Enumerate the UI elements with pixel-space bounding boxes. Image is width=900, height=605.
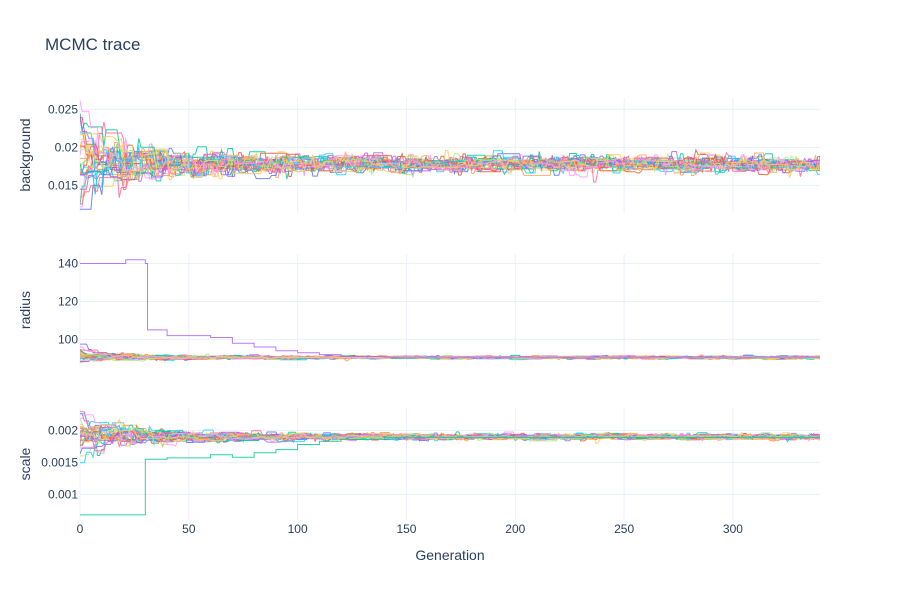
- panels-layer: 0.015 0.02 0.025 background 100 120 140 radius 0…: [17, 98, 820, 536]
- x-tick-label: 150: [396, 522, 416, 536]
- x-tick-label: 300: [723, 522, 743, 536]
- y-axis-title: scale: [17, 447, 33, 480]
- y-tick-label: 120: [58, 294, 78, 308]
- x-tick-label: 50: [182, 522, 196, 536]
- y-tick-label: 0.02: [55, 140, 79, 154]
- y-tick-label: 0.025: [48, 102, 78, 116]
- trace-chain: [80, 421, 820, 447]
- y-tick-label: 100: [58, 332, 78, 346]
- y-tick-label: 0.002: [48, 423, 78, 437]
- trace-chain: [80, 133, 820, 180]
- trace-chain: [80, 413, 820, 446]
- panel-scale: 0.001 0.0015 0.002 scale 0 50 100 150 200 250 300: [17, 408, 820, 536]
- trace-group: [80, 100, 820, 210]
- trace-group: [80, 259, 820, 363]
- x-tick-label: 0: [77, 522, 84, 536]
- y-tick-label: 0.015: [48, 178, 78, 192]
- y-tick-label: 0.0015: [41, 455, 78, 469]
- y-tick-label: 140: [58, 256, 78, 270]
- trace-chain: [80, 100, 820, 180]
- y-axis-title: radius: [17, 291, 33, 329]
- outlier-chain: [80, 259, 820, 358]
- chart-title: MCMC trace: [45, 35, 140, 54]
- x-tick-label: 250: [614, 522, 634, 536]
- x-tick-label: 100: [288, 522, 308, 536]
- y-tick-label: 0.001: [48, 487, 78, 501]
- trace-group: [80, 411, 820, 516]
- y-axis-title: background: [17, 118, 33, 191]
- x-tick-label: 200: [505, 522, 525, 536]
- panel-radius: 100 120 140 radius: [17, 254, 820, 366]
- panel-background: 0.015 0.02 0.025 background: [17, 98, 820, 212]
- x-axis-title: Generation: [415, 547, 484, 563]
- outlier-chain: [80, 436, 820, 516]
- trace-chain: [80, 154, 820, 205]
